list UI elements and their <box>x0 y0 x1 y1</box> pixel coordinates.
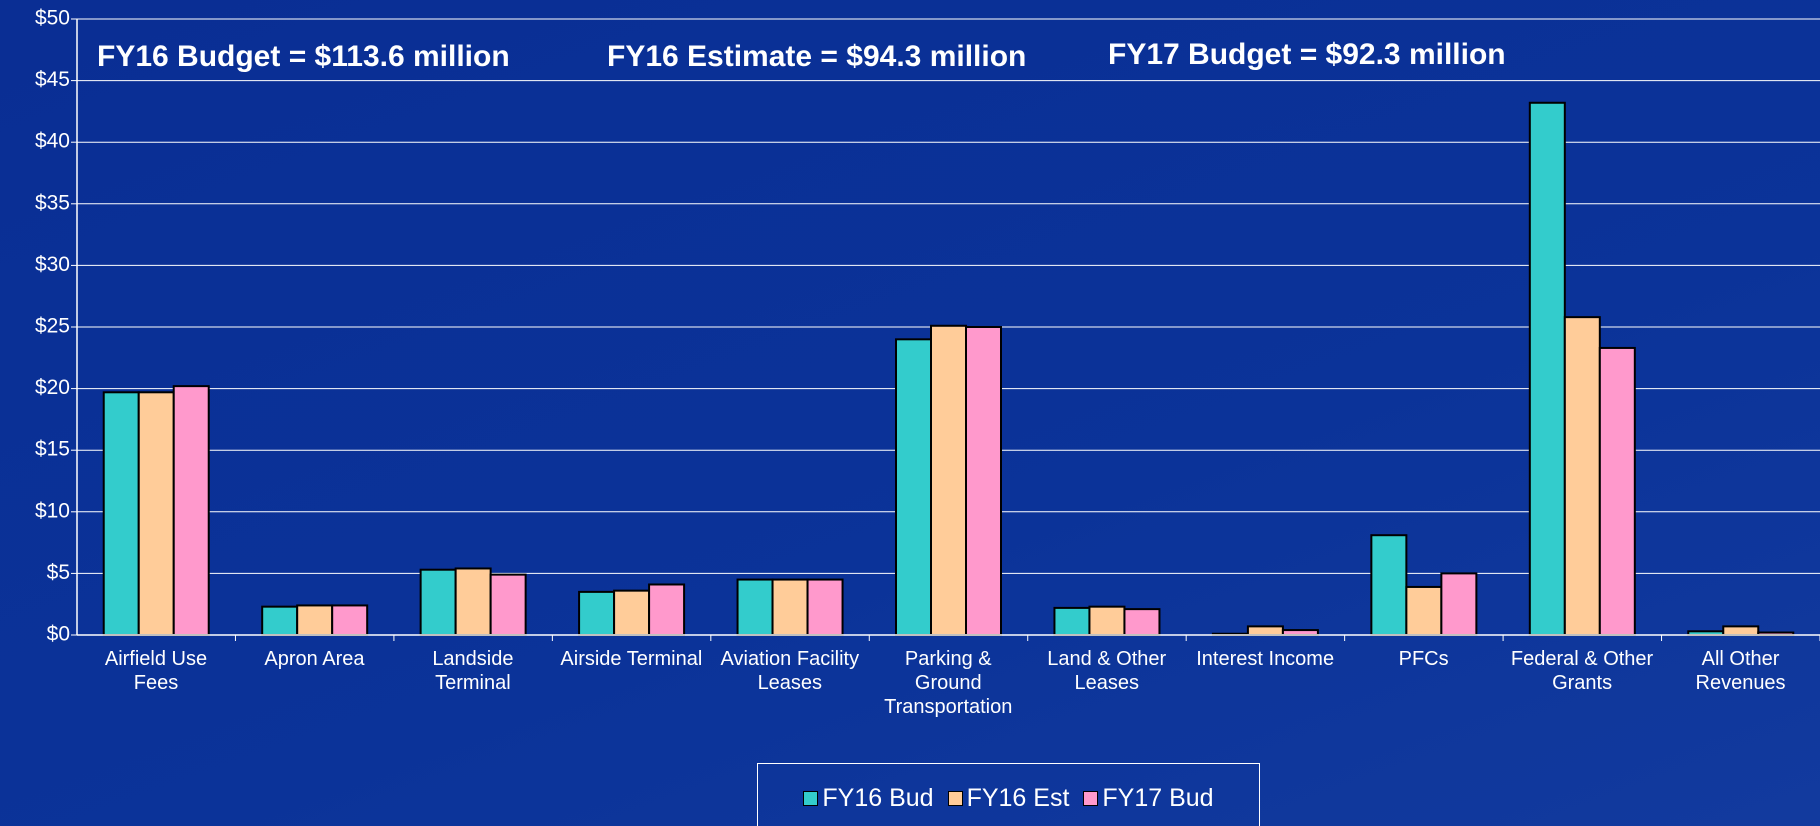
annotation: FY16 Estimate = $94.3 million <box>607 40 1026 73</box>
bar <box>454 567 492 636</box>
bar <box>1598 346 1636 636</box>
bar <box>296 604 334 637</box>
bar <box>1370 534 1408 637</box>
bar <box>1440 572 1478 637</box>
bar <box>771 578 809 636</box>
bar <box>1053 606 1091 636</box>
x-tick-label: Interest Income <box>1196 648 1335 670</box>
bar <box>1528 101 1566 636</box>
annotation: FY16 Budget = $113.6 million <box>97 40 510 73</box>
y-tick-label: $35 <box>35 191 70 214</box>
bar <box>895 338 932 636</box>
bar <box>172 385 210 636</box>
legend-label: FY17 Bud <box>1102 783 1214 812</box>
bar <box>102 391 140 636</box>
legend: FY16 Bud FY16 Est FY17 Bud <box>757 763 1260 826</box>
y-tick-label: $5 <box>47 561 70 584</box>
y-tick-label: $10 <box>35 499 70 522</box>
y-tick-label: $20 <box>35 376 70 399</box>
y-tick-label: $15 <box>35 438 70 461</box>
bar <box>930 324 967 636</box>
x-tick-label: Aviation Facility Leases <box>720 648 860 694</box>
y-tick-label: $50 <box>35 7 70 30</box>
legend-item: FY17 Bud <box>1083 783 1214 813</box>
x-tick-label: Airside Terminal <box>560 648 703 670</box>
bar <box>965 326 1002 636</box>
bar <box>1563 316 1601 636</box>
legend-swatch <box>1083 790 1099 806</box>
bar <box>578 590 616 637</box>
bar <box>489 573 527 637</box>
x-tick-label: Apron Area <box>264 648 365 670</box>
bar <box>736 578 774 636</box>
x-tick-label: Landside Terminal <box>432 648 514 694</box>
legend-item: FY16 Est <box>947 783 1070 813</box>
x-tick-label: Federal & Other Grants <box>1510 648 1654 694</box>
bar <box>806 578 844 636</box>
annotation: FY17 Budget = $92.3 million <box>1108 38 1506 71</box>
bar <box>1405 585 1443 637</box>
y-tick-label: $30 <box>35 253 70 276</box>
y-tick-label: $45 <box>35 68 70 91</box>
bar <box>1722 625 1760 636</box>
y-tick-label: $25 <box>35 315 70 338</box>
y-tick-label: $40 <box>35 130 70 153</box>
bar <box>613 589 651 637</box>
x-tick-label: All Other Revenues <box>1695 648 1786 694</box>
bar <box>137 391 175 636</box>
bar <box>648 583 686 636</box>
y-tick-label: $0 <box>47 623 70 646</box>
bar <box>1246 625 1284 636</box>
legend-label: FY16 Est <box>966 783 1070 812</box>
legend-swatch <box>947 790 963 806</box>
x-tick-label: Airfield Use Fees <box>104 648 208 694</box>
bar <box>1088 605 1126 637</box>
legend-item: FY16 Bud <box>803 783 934 813</box>
legend-swatch <box>803 790 819 806</box>
x-tick-label: Land & Other Leases <box>1047 648 1167 694</box>
x-tick-label: PFCs <box>1398 648 1449 670</box>
x-tick-label: Parking & Ground Transportation <box>884 648 1013 718</box>
legend-label: FY16 Bud <box>822 783 934 812</box>
bar <box>331 604 369 637</box>
bar <box>261 605 299 637</box>
bar <box>1123 608 1161 636</box>
bar <box>419 568 457 636</box>
